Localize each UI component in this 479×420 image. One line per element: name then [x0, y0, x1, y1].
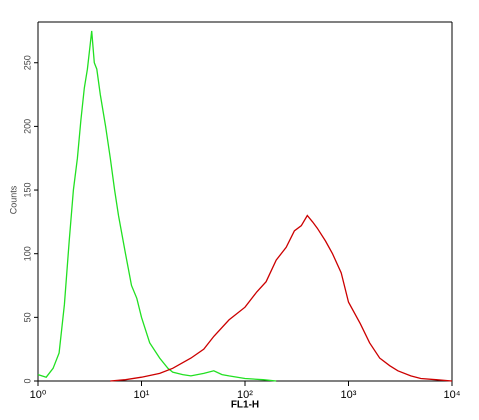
y-tick-label: 200 [22, 119, 32, 134]
x-tick-label: 10² [237, 389, 253, 401]
series-line [37, 30, 277, 382]
y-tick-label: 100 [22, 246, 32, 261]
series-line [110, 214, 453, 382]
x-tick-label: 10³ [341, 389, 357, 401]
y-axis-title: Counts [8, 185, 18, 214]
y-tick-label: 250 [22, 55, 32, 70]
x-tick-label: 10¹ [134, 389, 150, 401]
x-tick-label: 10⁰ [30, 389, 47, 401]
x-axis-title: FL1-H [231, 400, 259, 411]
x-tick-label: 10⁴ [444, 389, 461, 401]
y-tick-label: 150 [22, 183, 32, 198]
y-tick-label: 50 [22, 312, 32, 322]
y-tick-label: 0 [22, 378, 32, 383]
